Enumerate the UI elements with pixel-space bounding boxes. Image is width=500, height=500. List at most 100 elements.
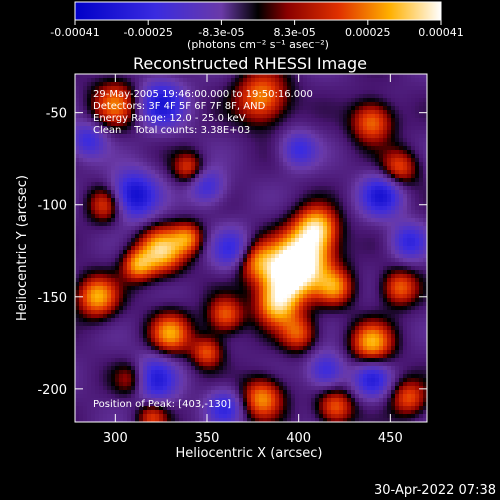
heatmap-cell: [371, 86, 375, 90]
heatmap-cell: [367, 250, 371, 254]
heatmap-cell: [355, 202, 359, 206]
heatmap-cell: [115, 122, 119, 126]
heatmap-cell: [183, 194, 187, 198]
heatmap-cell: [203, 82, 207, 86]
heatmap-cell: [299, 254, 303, 258]
heatmap-cell: [267, 238, 271, 242]
heatmap-cell: [355, 78, 359, 82]
heatmap-cell: [187, 118, 191, 122]
heatmap-cell: [355, 266, 359, 270]
heatmap-cell: [211, 158, 215, 162]
heatmap-cell: [207, 266, 211, 270]
heatmap-cell: [207, 238, 211, 242]
heatmap-cell: [383, 206, 387, 210]
heatmap-cell: [307, 206, 311, 210]
heatmap-cell: [211, 174, 215, 178]
heatmap-cell: [319, 286, 323, 290]
heatmap-cell: [375, 194, 379, 198]
heatmap-cell: [411, 206, 415, 210]
heatmap-cell: [363, 86, 367, 90]
heatmap-cell: [87, 274, 91, 278]
heatmap-cell: [171, 170, 175, 174]
heatmap-cell: [247, 278, 251, 282]
heatmap-cell: [119, 154, 123, 158]
heatmap-cell: [171, 118, 175, 122]
heatmap-cell: [303, 138, 307, 142]
heatmap-cell: [331, 270, 335, 274]
heatmap-cell: [371, 286, 375, 290]
heatmap-cell: [231, 146, 235, 150]
heatmap-cell: [287, 122, 291, 126]
heatmap-cell: [195, 202, 199, 206]
heatmap-cell: [415, 214, 419, 218]
heatmap-cell: [407, 158, 411, 162]
heatmap-cell: [423, 262, 427, 266]
heatmap-cell: [315, 274, 319, 278]
heatmap-cell: [179, 78, 183, 82]
heatmap-cell: [391, 218, 395, 222]
heatmap-cell: [239, 278, 243, 282]
heatmap-cell: [235, 246, 239, 250]
heatmap-cell: [319, 170, 323, 174]
heatmap-cell: [259, 218, 263, 222]
heatmap-cell: [339, 186, 343, 190]
heatmap-cell: [131, 282, 135, 286]
heatmap-cell: [279, 86, 283, 90]
heatmap-cell: [367, 146, 371, 150]
heatmap-cell: [119, 266, 123, 270]
heatmap-cell: [355, 86, 359, 90]
heatmap-cell: [227, 170, 231, 174]
heatmap-cell: [231, 270, 235, 274]
heatmap-cell: [319, 238, 323, 242]
heatmap-cell: [295, 102, 299, 106]
heatmap-cell: [215, 150, 219, 154]
heatmap-cell: [367, 190, 371, 194]
heatmap-cell: [391, 162, 395, 166]
heatmap-cell: [375, 258, 379, 262]
heatmap-cell: [343, 122, 347, 126]
heatmap-cell: [267, 74, 271, 78]
heatmap-cell: [183, 294, 187, 298]
heatmap-cell: [295, 286, 299, 290]
heatmap-cell: [403, 214, 407, 218]
heatmap-cell: [151, 202, 155, 206]
heatmap-cell: [387, 274, 391, 278]
heatmap-cell: [251, 158, 255, 162]
heatmap-cell: [363, 178, 367, 182]
heatmap-cell: [403, 134, 407, 138]
heatmap-cell: [387, 162, 391, 166]
heatmap-cell: [199, 90, 203, 94]
heatmap-cell: [279, 162, 283, 166]
heatmap-cell: [111, 182, 115, 186]
heatmap-cell: [111, 186, 115, 190]
heatmap-cell: [303, 230, 307, 234]
heatmap-cell: [99, 182, 103, 186]
heatmap-cell: [147, 122, 151, 126]
heatmap-cell: [235, 262, 239, 266]
heatmap-cell: [135, 166, 139, 170]
heatmap-cell: [347, 134, 351, 138]
heatmap-cell: [407, 222, 411, 226]
heatmap-cell: [267, 98, 271, 102]
heatmap-cell: [83, 90, 87, 94]
heatmap-cell: [391, 122, 395, 126]
heatmap-cell: [291, 86, 295, 90]
heatmap-cell: [163, 142, 167, 146]
heatmap-cell: [127, 218, 131, 222]
heatmap-cell: [239, 74, 243, 78]
heatmap-cell: [99, 78, 103, 82]
heatmap-cell: [271, 170, 275, 174]
heatmap-cell: [367, 78, 371, 82]
heatmap-cell: [371, 74, 375, 78]
heatmap-cell: [119, 202, 123, 206]
heatmap-cell: [343, 146, 347, 150]
heatmap-cell: [155, 286, 159, 290]
heatmap-cell: [395, 94, 399, 98]
heatmap-cell: [215, 122, 219, 126]
heatmap-cell: [159, 130, 163, 134]
heatmap-cell: [295, 118, 299, 122]
heatmap-cell: [391, 166, 395, 170]
heatmap-cell: [375, 286, 379, 290]
heatmap-cell: [199, 134, 203, 138]
heatmap-cell: [367, 258, 371, 262]
